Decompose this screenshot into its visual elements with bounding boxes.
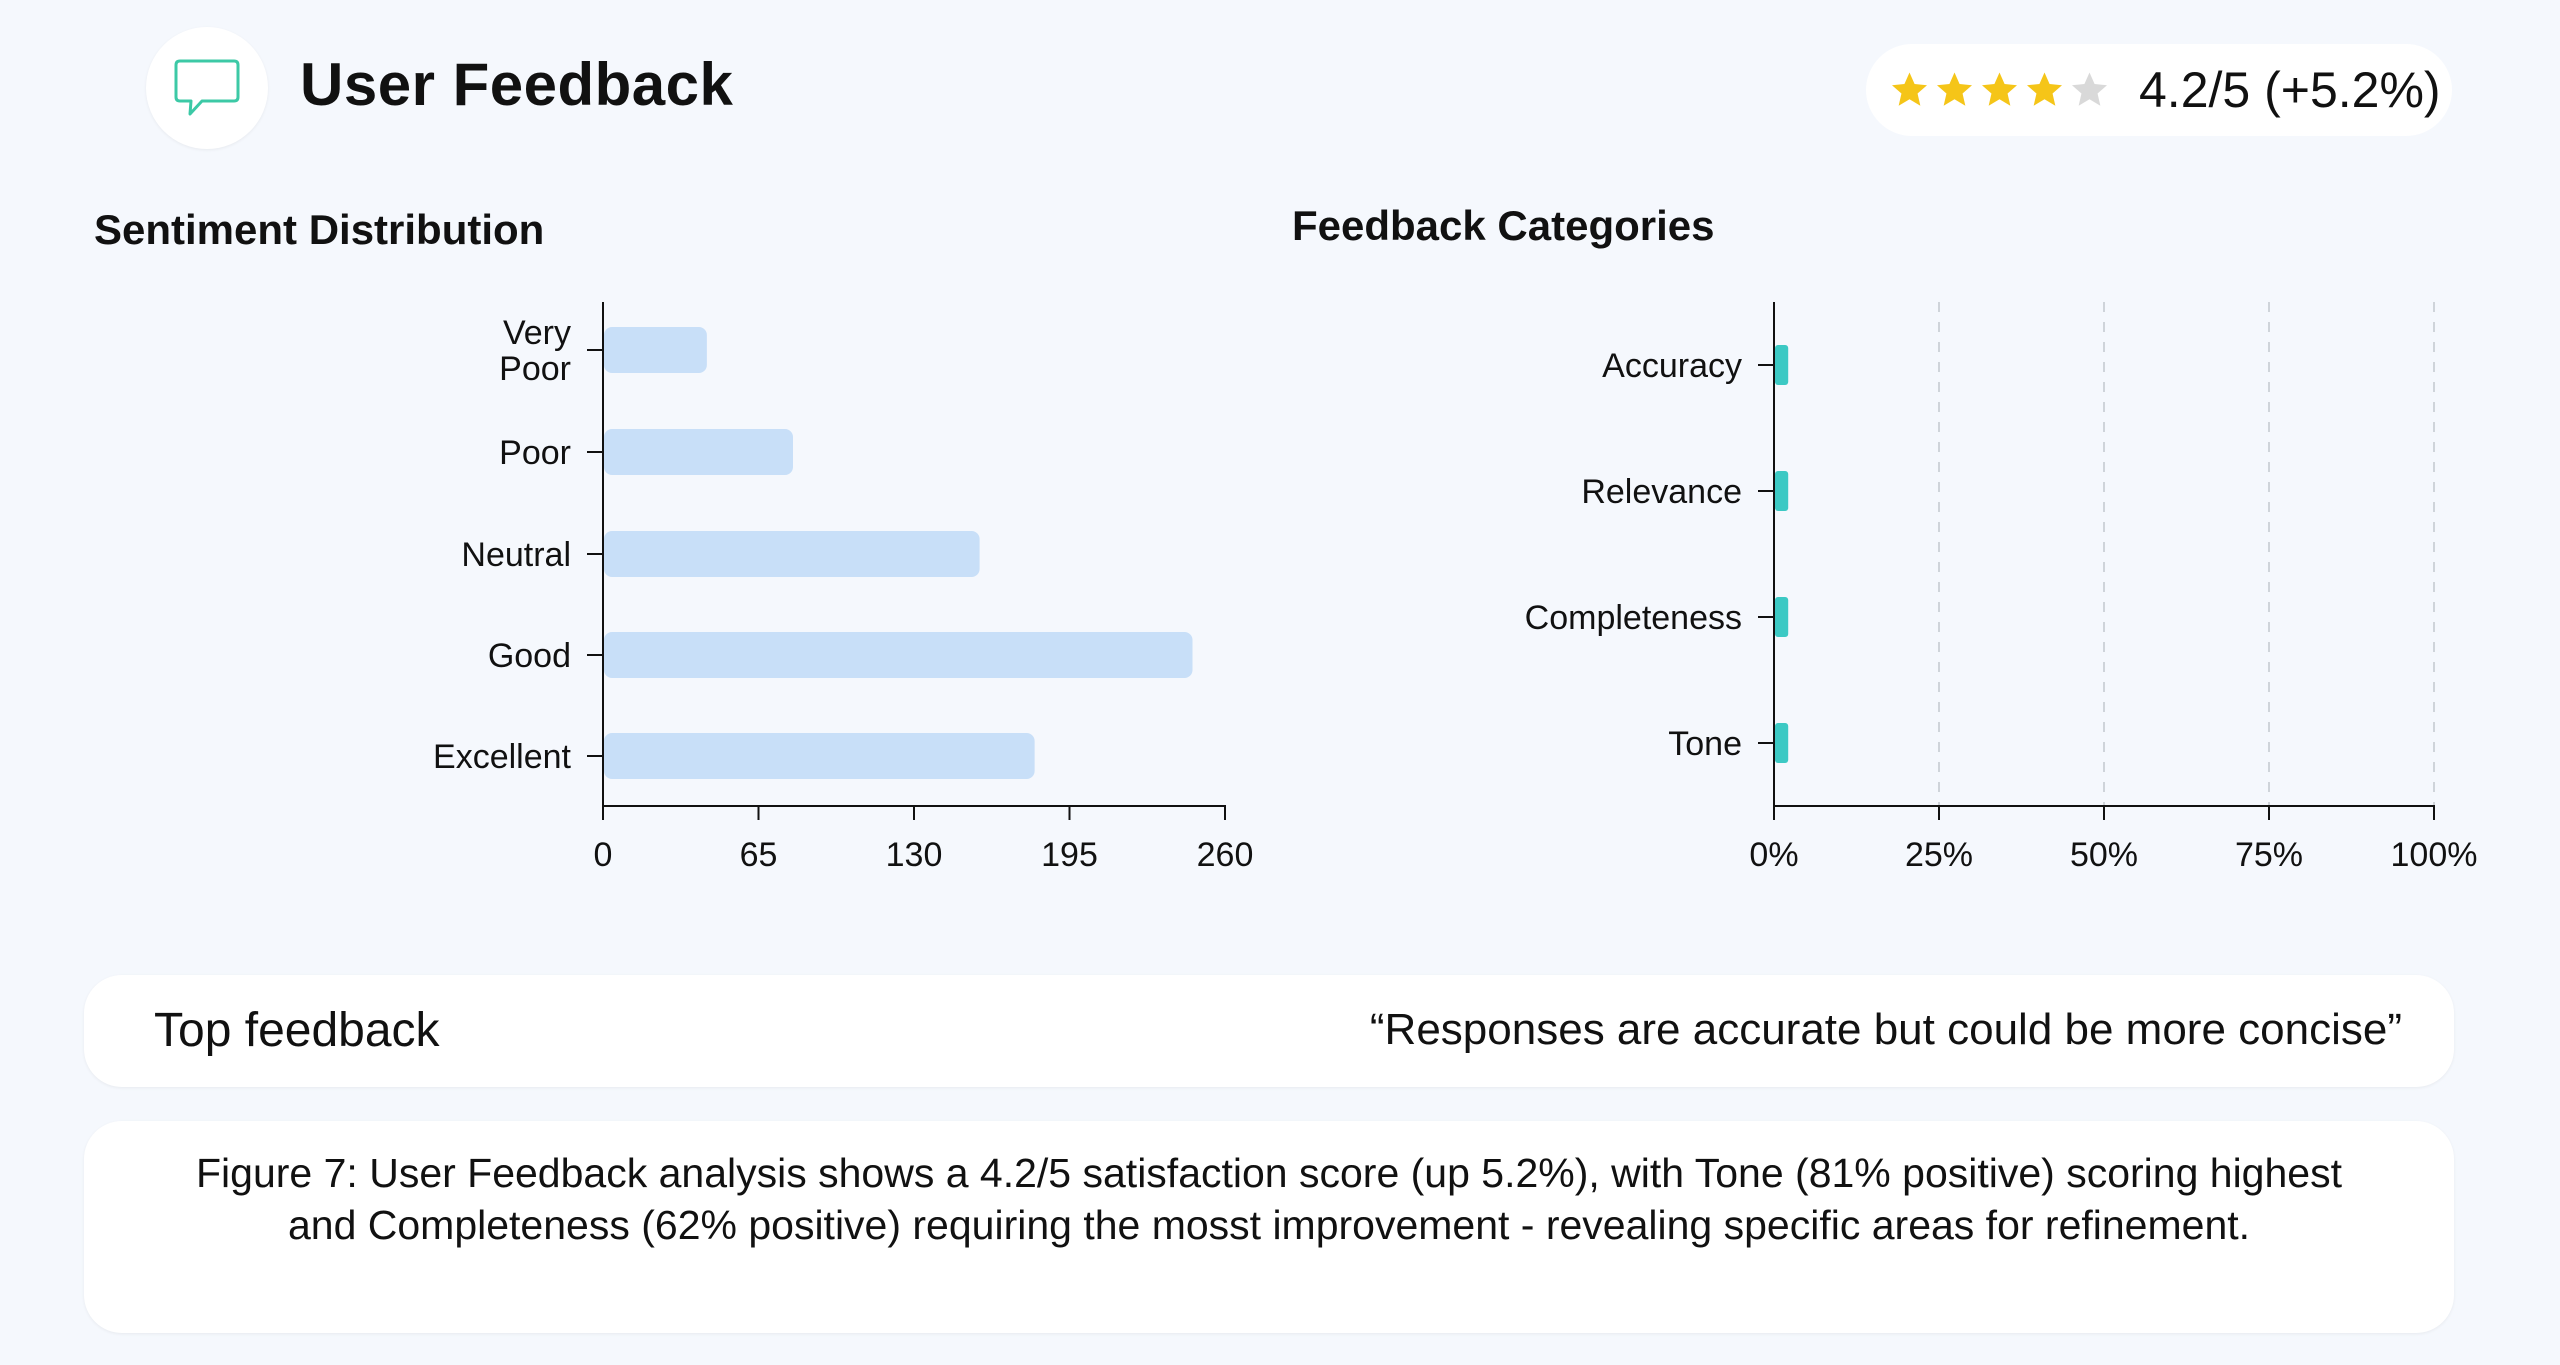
sentiment-x-tick-label: 260: [1197, 836, 1254, 874]
sentiment-bar: [604, 531, 980, 577]
star-filled-icon: [1892, 72, 1927, 106]
sentiment-category-label: Good: [488, 637, 571, 675]
sentiment-x-tick-label: 65: [740, 836, 778, 874]
categories-bar: [1775, 597, 1789, 637]
speech-bubble-icon: [174, 59, 240, 116]
categories-category-label: Relevance: [1581, 473, 1742, 511]
sentiment-bar: [604, 429, 793, 475]
sentiment-bar: [604, 327, 707, 373]
categories-x-tick-label: 50%: [2070, 836, 2138, 874]
sentiment-x-tick-label: 195: [1041, 836, 1098, 874]
sentiment-bar: [604, 733, 1035, 779]
categories-x-tick-label: 25%: [1905, 836, 1973, 874]
top-feedback-label: Top feedback: [154, 1004, 440, 1057]
categories-category-label: Completeness: [1525, 599, 1742, 637]
rating-text: 4.2/5 (+5.2%): [2139, 62, 2441, 118]
top-feedback-quote: “Responses are accurate but could be mor…: [1369, 1005, 2402, 1054]
categories-category-label: Accuracy: [1602, 347, 1742, 385]
page-title: User Feedback: [300, 51, 734, 118]
star-filled-icon: [1937, 72, 1972, 106]
categories-x-tick-label: 75%: [2235, 836, 2303, 874]
sentiment-x-tick-label: 0: [594, 836, 613, 874]
categories-chart-title: Feedback Categories: [1292, 202, 1715, 249]
star-rating: [1888, 69, 2111, 111]
sentiment-category-label: Excellent: [433, 738, 572, 776]
categories-category-label: Tone: [1668, 725, 1742, 763]
categories-x-tick-label: 100%: [2391, 836, 2478, 874]
star-empty-icon: [2072, 72, 2107, 106]
sentiment-category-label: Very: [503, 314, 571, 352]
star-filled-icon: [1982, 72, 2017, 106]
figure-caption: Figure 7: User Feedback analysis shows a…: [196, 1150, 2342, 1248]
rating-badge: 4.2/5 (+5.2%): [1866, 44, 2452, 136]
categories-bar: [1775, 471, 1789, 511]
sentiment-category-label: Poor: [499, 434, 571, 472]
categories-bar: [1775, 723, 1789, 763]
sentiment-chart-title: Sentiment Distribution: [94, 206, 545, 253]
sentiment-category-label: Neutral: [461, 536, 571, 574]
categories-x-tick-label: 0%: [1749, 836, 1798, 874]
categories-bar: [1775, 345, 1789, 385]
caption-card: Figure 7: User Feedback analysis shows a…: [84, 1121, 2454, 1333]
sentiment-x-tick-label: 130: [886, 836, 943, 874]
star-filled-icon: [2027, 72, 2062, 106]
top-feedback-card: Top feedback “Responses are accurate but…: [84, 975, 2454, 1087]
sentiment-category-label: Poor: [499, 350, 571, 388]
logo-badge: [146, 27, 268, 149]
sentiment-bar: [604, 632, 1193, 678]
